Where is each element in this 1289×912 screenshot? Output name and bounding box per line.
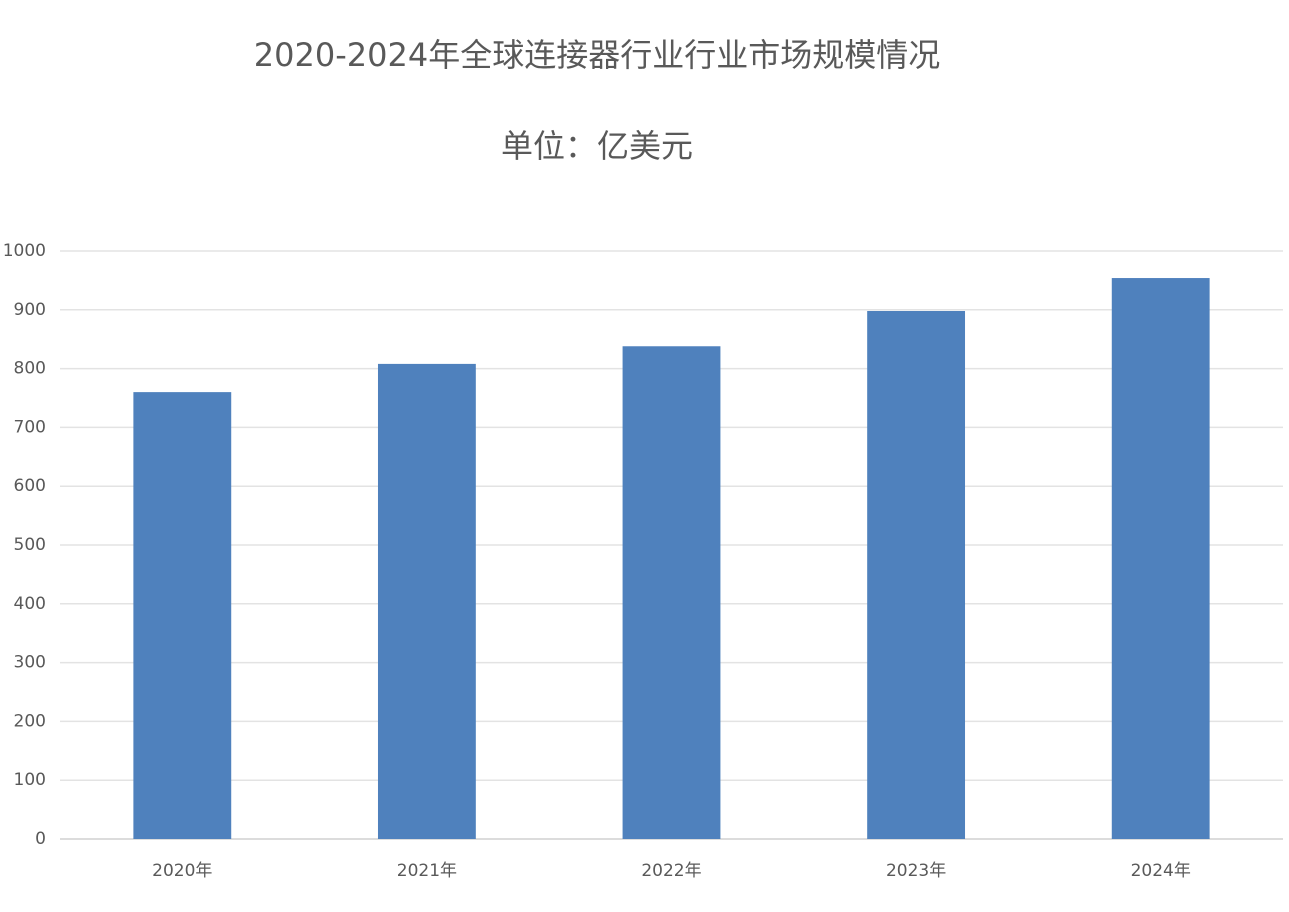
x-tick-label: 2023年 [886, 861, 946, 881]
y-tick-label: 900 [14, 300, 46, 320]
y-tick-label: 400 [14, 594, 46, 614]
bar [1111, 278, 1210, 840]
bar [622, 346, 721, 839]
x-tick-label: 2022年 [641, 861, 701, 881]
y-tick-label: 500 [14, 535, 46, 555]
bar [377, 363, 476, 839]
x-tick-label: 2024年 [1131, 861, 1191, 881]
y-tick-label: 0 [35, 829, 46, 849]
x-tick-label: 2020年 [152, 861, 212, 881]
chart-subtitle: 单位：亿美元 [501, 127, 693, 165]
y-tick-label: 600 [14, 476, 46, 496]
x-tick-label: 2021年 [397, 861, 457, 881]
chart-title: 2020-2024年全球连接器行业行业市场规模情况 [254, 36, 940, 74]
y-tick-label: 100 [14, 770, 46, 790]
y-tick-label: 1000 [3, 241, 46, 261]
y-tick-label: 300 [14, 653, 46, 673]
y-tick-label: 700 [14, 417, 46, 437]
bar [867, 310, 966, 839]
y-tick-label: 800 [14, 359, 46, 379]
y-tick-label: 200 [14, 711, 46, 731]
bar [133, 392, 232, 839]
